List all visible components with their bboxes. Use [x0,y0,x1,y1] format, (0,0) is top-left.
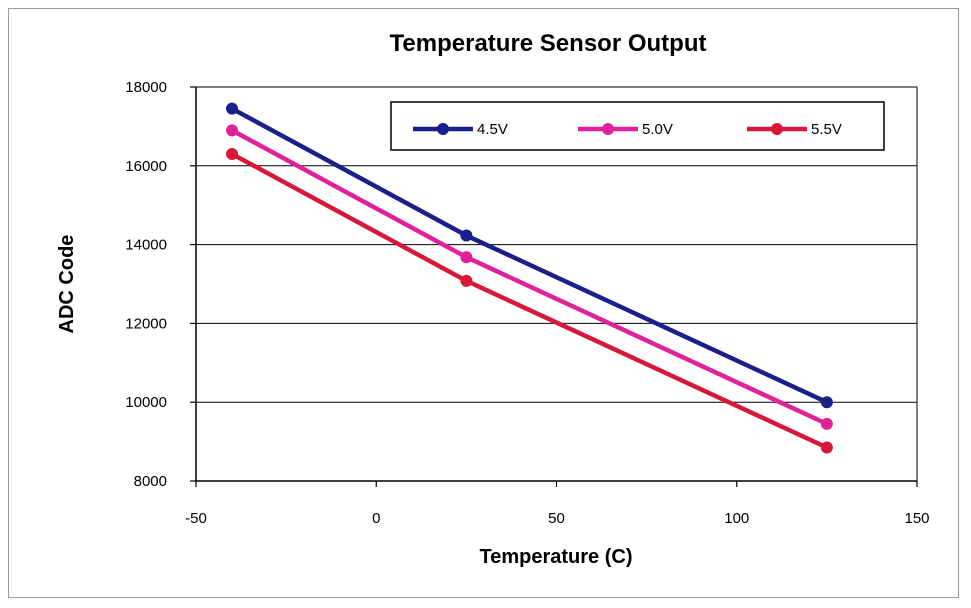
y-tick-label: 16000 [125,158,167,175]
y-axis-label: ADC Code [56,235,78,334]
x-tick-label: 150 [904,510,929,527]
y-tick-label: 12000 [125,315,167,332]
data-point [226,147,239,160]
legend-marker-5.5V [771,123,783,135]
data-point [820,396,833,409]
y-tick-label: 14000 [125,237,167,254]
legend-marker-4.5V [437,123,449,135]
x-axis-label: Temperature (C) [480,546,633,568]
data-point [226,102,239,115]
data-point [460,274,473,287]
chart-title: Temperature Sensor Output [390,30,707,57]
data-point [460,251,473,264]
series-group [226,102,833,454]
data-point [226,124,239,137]
legend-box [390,101,885,151]
x-tick-label: 50 [548,510,565,527]
y-tick-label: 18000 [125,79,167,96]
y-tick-label: 8000 [134,473,167,490]
x-tick-label: 0 [372,510,380,527]
legend-marker-5.0V [602,123,614,135]
y-tick-label: 10000 [125,394,167,411]
legend-label-5.0V: 5.0V [642,121,673,138]
legend: 4.5V 5.0V 5.5V [390,101,885,151]
y-axis-ticks: 8000 10000 12000 14000 16000 18000 [125,79,196,490]
data-point [820,417,833,430]
x-tick-label: -50 [185,510,207,527]
data-point [460,229,473,242]
x-axis-ticks: -50 0 50 100 150 [185,481,930,527]
data-point [820,441,833,454]
x-tick-label: 100 [724,510,749,527]
legend-label-4.5V: 4.5V [477,121,508,138]
legend-label-5.5V: 5.5V [811,121,842,138]
